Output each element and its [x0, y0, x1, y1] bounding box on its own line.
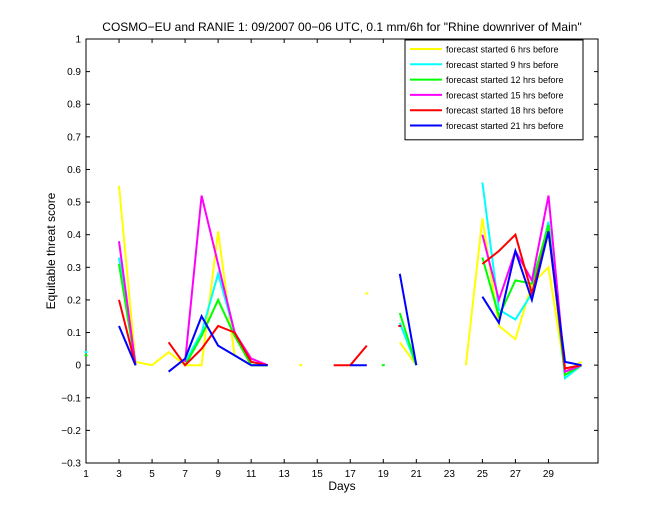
y-tick-label: 1	[75, 35, 81, 46]
plot-lines	[84, 182, 583, 381]
x-tick-label: 3	[116, 469, 122, 480]
x-tick-label: 9	[215, 469, 221, 480]
y-axis: −0.3 −0.2 −0.1 0 0.1 0.2 0.3 0.4 0.5 0.6 0.7 0.8 0.9…	[61, 35, 598, 470]
x-axis-label: Days	[328, 479, 355, 493]
x-tick-label: 17	[345, 469, 357, 480]
series-line	[481, 231, 582, 370]
x-axis: 1 3 5 7 9 11 13 15 17 19 21 23 25 27 29	[83, 39, 554, 480]
y-tick-label: −0.3	[61, 459, 81, 470]
x-tick-label: 1	[83, 469, 89, 480]
series-5	[118, 231, 582, 373]
series-line	[398, 312, 418, 366]
y-tick-label: 0.6	[67, 165, 81, 176]
series-3	[118, 195, 582, 374]
series-4	[118, 231, 582, 370]
y-tick-label: 0.1	[67, 328, 81, 339]
series-line	[118, 299, 137, 366]
legend-label: forecast started 21 hrs before	[446, 121, 564, 131]
series-line	[167, 324, 268, 367]
x-tick-label: 27	[510, 469, 522, 480]
series-line	[398, 273, 418, 366]
y-tick-label: −0.1	[61, 393, 81, 404]
series-line	[118, 241, 137, 366]
y-tick-label: −0.2	[61, 426, 81, 437]
series-line	[184, 195, 269, 367]
series-line	[481, 224, 583, 377]
legend-label: forecast started 6 hrs before	[446, 45, 559, 55]
legend-label: forecast started 15 hrs before	[446, 90, 564, 100]
y-tick-label: 0.3	[67, 263, 81, 274]
legend-label: forecast started 18 hrs before	[446, 106, 564, 116]
x-tick-label: 21	[411, 469, 423, 480]
chart-title: COSMO−EU and RANIE 1: 09/2007 00−06 UTC,…	[102, 20, 581, 34]
x-tick-label: 29	[543, 469, 555, 480]
series-line	[398, 341, 418, 366]
series-line	[481, 195, 582, 374]
x-tick-label: 25	[477, 469, 489, 480]
y-axis-label: Equitable threat score	[44, 192, 58, 309]
x-tick-label: 5	[149, 469, 155, 480]
x-tick-label: 23	[444, 469, 456, 480]
y-tick-label: 0.9	[67, 67, 81, 78]
y-tick-label: 0.2	[67, 295, 81, 306]
x-tick-label: 19	[378, 469, 390, 480]
x-tick-label: 11	[246, 469, 257, 480]
series-line	[167, 313, 268, 373]
x-tick-label: 13	[279, 469, 291, 480]
y-tick-label: 0	[75, 361, 81, 372]
legend-label: forecast started 9 hrs before	[446, 60, 559, 70]
x-tick-label: 15	[312, 469, 324, 480]
series-line	[118, 325, 137, 366]
legend-box	[404, 39, 584, 141]
y-tick-label: 0.5	[67, 198, 81, 209]
x-tick-label: 7	[182, 469, 188, 480]
legend-label: forecast started 12 hrs before	[446, 75, 564, 85]
y-tick-label: 0.7	[67, 132, 81, 143]
legend: forecast started 6 hrs before forecast st…	[404, 39, 584, 141]
series-line	[481, 231, 582, 367]
y-tick-label: 0.8	[67, 100, 81, 111]
y-tick-label: 0.4	[67, 230, 81, 241]
